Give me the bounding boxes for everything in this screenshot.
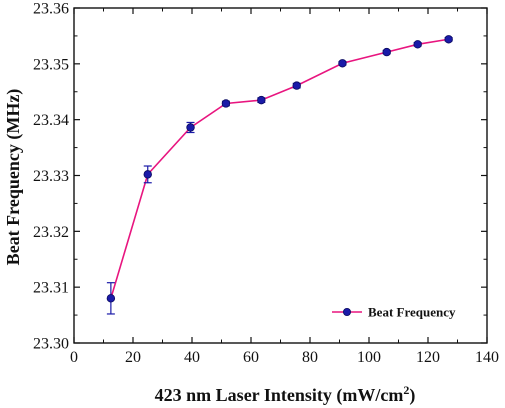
data-point (106, 294, 116, 303)
x-tick-label: 120 (416, 349, 440, 366)
data-point (257, 95, 266, 105)
x-tick-label: 100 (357, 349, 381, 366)
y-axis-title: Beat Frequency (MHz) (3, 89, 24, 266)
data-point (292, 81, 301, 90)
data-point (444, 35, 453, 44)
x-tick-label: 80 (302, 349, 318, 366)
data-point (186, 123, 195, 132)
y-tick-label: 23.36 (33, 1, 69, 18)
plot-area: 0 20 40 60 80 100 120 140 23.30 23.31 23.32 23.33 23… (33, 1, 499, 367)
x-tick-label: 40 (184, 349, 200, 366)
data-point (382, 47, 391, 57)
legend-label: Beat Frequency (368, 305, 456, 320)
y-tick-label: 23.35 (33, 56, 69, 73)
data-point (221, 99, 231, 108)
data-point (413, 40, 422, 49)
y-tick-label: 23.31 (33, 280, 69, 297)
data-point (143, 170, 152, 179)
plot-frame (73, 7, 488, 344)
x-tick-label: 140 (475, 349, 499, 366)
y-tick-label: 23.34 (33, 112, 69, 129)
x-tick-label: 0 (70, 349, 78, 366)
y-tick-label: 23.30 (33, 336, 69, 353)
data-point (338, 59, 347, 68)
legend: Beat Frequency (332, 305, 456, 320)
x-axis-title: 423 nm Laser Intensity (mW/cm2) (155, 383, 416, 406)
x-tick-label: 20 (125, 349, 141, 366)
legend-marker (342, 307, 351, 316)
x-tick-label: 60 (243, 349, 259, 366)
y-tick-label: 23.32 (33, 224, 69, 241)
y-tick-label: 23.33 (33, 168, 69, 185)
series-line (110, 38, 449, 299)
